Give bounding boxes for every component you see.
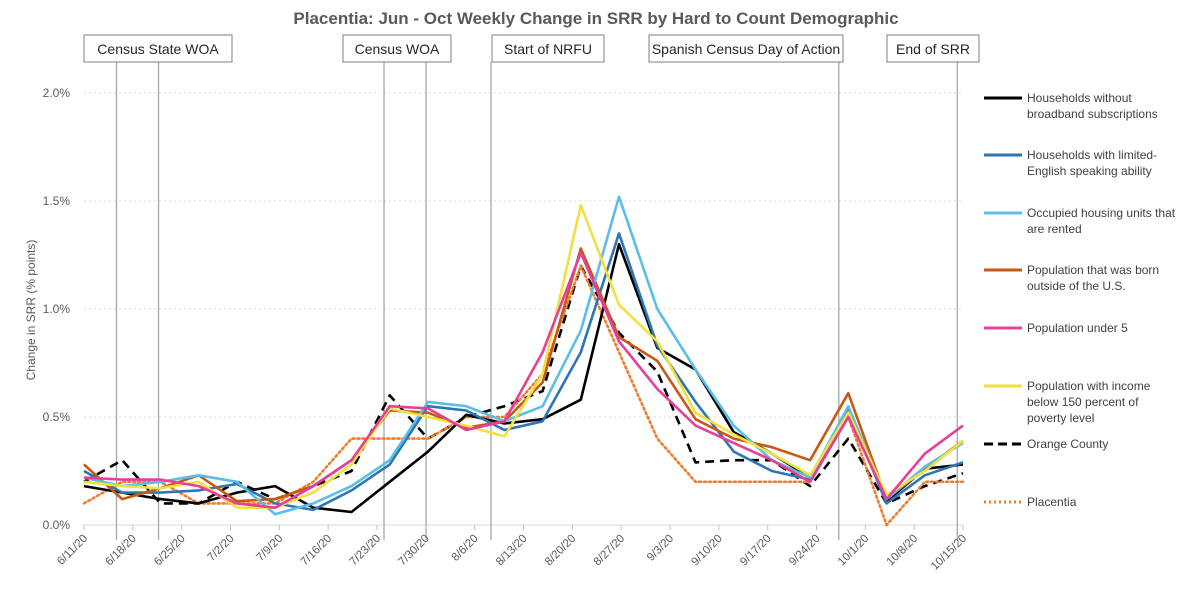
- x-tick-label: 10/8/20: [885, 533, 921, 569]
- series-line-4: [83, 251, 964, 510]
- series-layer: [82, 195, 965, 527]
- legend-label: Placentia: [1027, 495, 1077, 509]
- y-axis-label: Change in SRR (% points): [24, 240, 38, 381]
- x-tick-label: 6/11/20: [55, 533, 90, 568]
- x-tick-label: 8/27/20: [592, 533, 628, 569]
- legend-label: Population with income below 150 percent …: [1027, 379, 1151, 425]
- x-tick-label: 9/3/20: [645, 533, 676, 564]
- y-tick-label: 0.5%: [43, 410, 71, 424]
- annotation-box: [491, 34, 605, 63]
- series-line-3: [83, 247, 964, 503]
- annotation-label: Spanish Census Day of Action: [652, 41, 840, 57]
- annotation-box: [648, 34, 844, 63]
- x-tick-label: 7/30/20: [396, 533, 432, 569]
- x-tick-label: 9/24/20: [787, 533, 823, 569]
- x-tick-label: 7/16/20: [299, 533, 335, 569]
- annotation-box: [342, 34, 452, 63]
- y-axis-ticks: 0.0% 0.5% 1.0% 1.5% 2.0%: [43, 86, 71, 532]
- x-tick-label: 7/23/20: [348, 533, 384, 569]
- legend-label: Population that was born outside of the U…: [1027, 263, 1159, 293]
- series-line-6: [83, 264, 964, 505]
- x-tick-label: 10/1/20: [836, 533, 872, 569]
- x-tick-label: 9/10/20: [689, 533, 725, 569]
- annotation-boxes: Census State WOA Census WOA Start of NRFU S…: [83, 34, 980, 63]
- legend: Households without broadband subscription…: [984, 91, 1176, 509]
- series-line-0: [83, 242, 964, 514]
- y-tick-label: 0.0%: [43, 518, 71, 532]
- gridlines: [84, 92, 963, 526]
- x-axis-ticks: 6/11/20 6/18/20 6/25/20 7/2/20 7/9/20 7/16/20…: [55, 525, 969, 573]
- legend-label: Households with limited-English speaking…: [1027, 148, 1157, 178]
- annotation-label: Start of NRFU: [504, 41, 592, 57]
- y-tick-label: 1.0%: [43, 302, 71, 316]
- series-line-2: [83, 195, 964, 516]
- x-tick-label: 6/25/20: [152, 533, 188, 569]
- annotation-box: [886, 34, 980, 63]
- y-tick-label: 1.5%: [43, 194, 71, 208]
- annotation-box: [83, 34, 233, 63]
- x-tick-label: 8/13/20: [494, 533, 530, 569]
- x-tick-label: 6/18/20: [103, 533, 139, 569]
- legend-label: Occupied housing units that are rented: [1027, 206, 1176, 236]
- annotation-lines: [115, 62, 958, 540]
- legend-label: Households without broadband subscription…: [1027, 91, 1158, 121]
- x-tick-label: 7/9/20: [254, 533, 285, 564]
- annotation-label: Census State WOA: [97, 41, 219, 57]
- chart-title: Placentia: Jun - Oct Weekly Change in SR…: [293, 9, 898, 28]
- series-line-1: [83, 232, 964, 512]
- x-tick-label: 10/15/20: [929, 533, 969, 573]
- x-tick-label: 8/6/20: [450, 533, 481, 564]
- x-tick-label: 7/2/20: [206, 533, 237, 564]
- y-tick-label: 2.0%: [43, 86, 71, 100]
- annotation-label: End of SRR: [896, 41, 970, 57]
- x-tick-label: 8/20/20: [543, 533, 579, 569]
- legend-label: Orange County: [1027, 437, 1108, 451]
- annotation-label: Census WOA: [355, 41, 440, 57]
- legend-label: Population under 5: [1027, 321, 1128, 335]
- x-tick-label: 9/17/20: [738, 533, 774, 569]
- series-line-5: [83, 204, 964, 510]
